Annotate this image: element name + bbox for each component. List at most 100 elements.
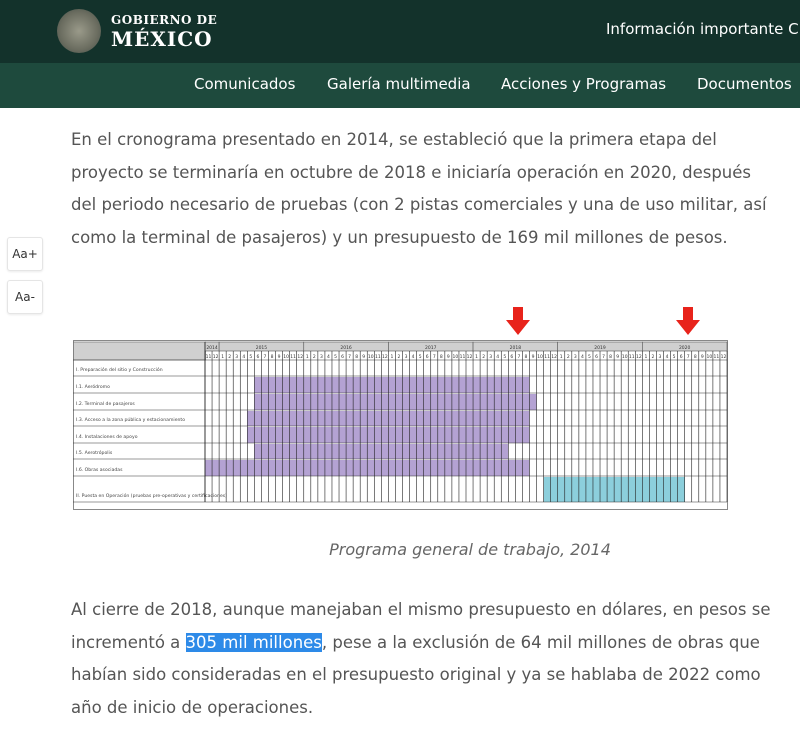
gantt-month-label: 3 xyxy=(235,354,238,360)
gantt-month-label: 12 xyxy=(636,354,642,360)
gantt-month-label: 10 xyxy=(537,354,543,360)
gantt-month-label: 8 xyxy=(271,354,274,360)
paragraph-2: Al cierre de 2018, aunque manejaban el m… xyxy=(71,594,771,724)
gantt-month-label: 10 xyxy=(622,354,628,360)
gantt-month-label: 12 xyxy=(721,354,727,360)
gantt-year-label: 2016 xyxy=(340,345,352,351)
gantt-task-label: I.5. Aerotrópolis xyxy=(76,449,113,456)
gantt-task-label: I.2. Terminal de pasajeros xyxy=(76,401,135,407)
gantt-task-label: I.4. Instalaciones de apoyo xyxy=(76,434,138,440)
gantt-month-label: 4 xyxy=(581,354,584,360)
gantt-month-label: 4 xyxy=(242,354,245,360)
gantt-month-label: 7 xyxy=(264,354,267,360)
nav-comunicados[interactable]: Comunicados xyxy=(194,75,296,93)
gantt-month-label: 10 xyxy=(368,354,374,360)
gantt-month-label: 1 xyxy=(644,354,647,360)
gantt-month-label: 3 xyxy=(659,354,662,360)
gantt-bar xyxy=(254,377,530,393)
nav-documentos[interactable]: Documentos xyxy=(697,75,792,93)
gantt-month-label: 4 xyxy=(327,354,330,360)
gantt-month-label: 2 xyxy=(651,354,654,360)
gantt-month-label: 5 xyxy=(249,354,252,360)
gantt-month-label: 7 xyxy=(433,354,436,360)
selected-text[interactable]: 305 mil millones xyxy=(185,632,322,652)
national-seal-icon xyxy=(57,9,101,53)
gantt-month-label: 8 xyxy=(440,354,443,360)
gantt-month-label: 5 xyxy=(503,354,506,360)
font-decrease-button[interactable]: Aa- xyxy=(7,280,43,314)
gantt-month-label: 6 xyxy=(510,354,513,360)
gantt-month-label: 8 xyxy=(694,354,697,360)
gantt-month-label: 7 xyxy=(517,354,520,360)
gantt-month-label: 2 xyxy=(567,354,570,360)
gantt-month-label: 5 xyxy=(334,354,337,360)
gantt-month-label: 8 xyxy=(525,354,528,360)
gantt-month-label: 7 xyxy=(602,354,605,360)
logo-line1: GOBIERNO DE xyxy=(111,12,218,27)
gantt-month-label: 12 xyxy=(551,354,557,360)
gantt-month-label: 1 xyxy=(306,354,309,360)
gantt-month-label: 12 xyxy=(213,354,219,360)
gantt-month-label: 12 xyxy=(382,354,388,360)
gantt-month-label: 8 xyxy=(609,354,612,360)
gantt-month-label: 2 xyxy=(482,354,485,360)
gantt-month-label: 6 xyxy=(256,354,259,360)
gantt-month-label: 4 xyxy=(412,354,415,360)
gantt-month-label: 3 xyxy=(489,354,492,360)
gantt-month-label: 11 xyxy=(375,354,381,360)
gantt-month-label: 11 xyxy=(290,354,296,360)
gantt-month-label: 11 xyxy=(714,354,720,360)
gantt-header-label-cell xyxy=(73,341,206,361)
gantt-task-label: I.3. Acceso a la zona pública y estacion… xyxy=(76,416,185,423)
paragraph-1: En el cronograma presentado en 2014, se … xyxy=(71,130,767,247)
gantt-month-label: 6 xyxy=(426,354,429,360)
gantt-month-label: 9 xyxy=(362,354,365,360)
arrow-down-icon xyxy=(506,307,530,335)
gantt-month-label: 10 xyxy=(283,354,289,360)
nav-acciones[interactable]: Acciones y Programas xyxy=(501,75,667,93)
gantt-month-label: 11 xyxy=(206,354,212,360)
info-link[interactable]: Información importante C xyxy=(606,20,799,38)
gantt-month-label: 3 xyxy=(320,354,323,360)
gantt-task-label: I.1. Aeródromo xyxy=(76,383,110,390)
gantt-month-label: 10 xyxy=(706,354,712,360)
gantt-task-label: I. Preparación del sitio y Construcción xyxy=(76,366,163,373)
gantt-year-label: 2020 xyxy=(679,345,691,351)
gantt-month-label: 6 xyxy=(341,354,344,360)
gantt-task-label: II. Puesta en Operación (pruebas pre-ope… xyxy=(76,492,227,499)
gantt-month-label: 4 xyxy=(496,354,499,360)
paragraph-2-text: Al cierre de 2018, aunque manejaban el m… xyxy=(71,600,771,652)
gantt-month-label: 9 xyxy=(278,354,281,360)
gantt-month-label: 11 xyxy=(629,354,635,360)
gantt-month-label: 6 xyxy=(595,354,598,360)
gantt-month-label: 3 xyxy=(574,354,577,360)
gantt-month-label: 2 xyxy=(313,354,316,360)
figure-caption: Programa general de trabajo, 2014 xyxy=(329,540,611,559)
gantt-task-label: I.6. Obras asociadas xyxy=(76,467,123,473)
gantt-month-label: 7 xyxy=(687,354,690,360)
gantt-year-label: 2015 xyxy=(256,345,268,351)
gantt-month-label: 4 xyxy=(666,354,669,360)
gantt-month-label: 9 xyxy=(616,354,619,360)
gantt-month-label: 5 xyxy=(588,354,591,360)
gantt-month-label: 7 xyxy=(348,354,351,360)
gantt-month-label: 1 xyxy=(390,354,393,360)
gantt-month-label: 12 xyxy=(467,354,473,360)
gantt-month-label: 8 xyxy=(355,354,358,360)
main-nav: Comunicados Galería multimedia Acciones … xyxy=(0,63,800,108)
nav-galeria[interactable]: Galería multimedia xyxy=(327,75,471,93)
gantt-month-label: 10 xyxy=(453,354,459,360)
gantt-month-label: 1 xyxy=(475,354,478,360)
gantt-month-label: 11 xyxy=(460,354,466,360)
gantt-month-label: 11 xyxy=(544,354,550,360)
gantt-month-label: 1 xyxy=(560,354,563,360)
font-increase-button[interactable]: Aa+ xyxy=(7,237,43,271)
gobierno-logo[interactable]: GOBIERNO DE MÉXICO xyxy=(57,9,217,53)
gantt-month-label: 6 xyxy=(680,354,683,360)
gantt-month-label: 5 xyxy=(419,354,422,360)
gantt-year-label: 2018 xyxy=(510,345,522,351)
gantt-month-label: 5 xyxy=(673,354,676,360)
gantt-month-label: 1 xyxy=(221,354,224,360)
gantt-month-label: 2 xyxy=(398,354,401,360)
